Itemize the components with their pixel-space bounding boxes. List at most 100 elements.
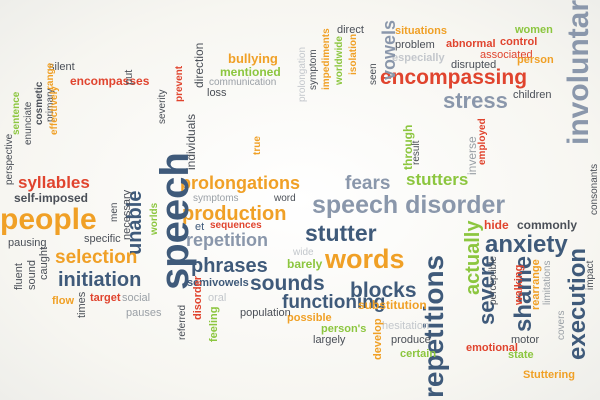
- cloud-word-encompasses: encompasses: [70, 74, 150, 88]
- cloud-word-syllables: syllables: [18, 173, 90, 192]
- cloud-word-feeling: feeling: [208, 306, 220, 342]
- cloud-word-walking: walking: [513, 264, 525, 305]
- cloud-word-substitution: substitution: [358, 298, 427, 312]
- cloud-word-oral: oral: [208, 292, 227, 304]
- cloud-word-person: person: [517, 54, 554, 66]
- cloud-word-sequences: sequences: [210, 220, 262, 231]
- cloud-word-state: state: [508, 349, 534, 361]
- cloud-word-worlds: worlds: [149, 202, 160, 235]
- cloud-word-semivowels: semivowels: [187, 277, 249, 289]
- cloud-word-hesitation: hesitation: [382, 320, 430, 332]
- cloud-word-speech-disorder: speech disorder: [312, 191, 506, 219]
- cloud-word-stuttering: Stuttering: [523, 369, 575, 381]
- cloud-word-seen: seen: [368, 63, 379, 85]
- cloud-word-situations: situations: [395, 25, 447, 37]
- cloud-word-children: children: [513, 89, 552, 101]
- cloud-word-symptoms: symptoms: [193, 193, 239, 204]
- cloud-word-word: word: [274, 193, 296, 204]
- cloud-word-develop: develop: [372, 318, 384, 360]
- cloud-word-selection: selection: [55, 247, 138, 268]
- cloud-word-worldwide: worldwide: [334, 36, 345, 85]
- cloud-word-sounds: sounds: [250, 272, 325, 295]
- cloud-word-fluent: fluent: [13, 263, 25, 290]
- cloud-word-flow: flow: [52, 295, 74, 307]
- cloud-word-stutter: stutter: [305, 220, 377, 246]
- cloud-word-population: population: [240, 307, 291, 319]
- cloud-word-repetition: repetition: [186, 230, 269, 250]
- cloud-word-isolation: isolation: [348, 33, 359, 75]
- cloud-word-prolongation: prolongation: [297, 46, 308, 102]
- cloud-word-wide: wide: [293, 247, 314, 258]
- cloud-word-perceptible: perceptible: [488, 256, 499, 305]
- cloud-word-perspective: perspective: [4, 133, 15, 185]
- cloud-word-true: true: [252, 136, 263, 155]
- cloud-word-stress: stress: [443, 88, 508, 113]
- cloud-word-target: target: [90, 292, 121, 304]
- cloud-word-disorder: disorder: [192, 275, 204, 320]
- cloud-word-women: women: [515, 24, 553, 36]
- cloud-word-mentioned: mentioned: [220, 65, 281, 79]
- cloud-word-commonly: commonly: [517, 218, 578, 232]
- cloud-word-employed: employed: [477, 118, 488, 165]
- cloud-word-involuntary: involuntary: [562, 0, 595, 145]
- cloud-word-vowels: vowels: [379, 19, 399, 80]
- cloud-word-prevent: prevent: [174, 65, 185, 102]
- cloud-word-certain: certain: [400, 348, 437, 360]
- cloud-word-consonants: consonants: [589, 163, 600, 215]
- cloud-word-anxiety: anxiety: [485, 231, 568, 258]
- cloud-word-encompassing: encompassing: [380, 66, 528, 89]
- cloud-word-hide: hide: [484, 218, 509, 232]
- cloud-word-covers: covers: [556, 310, 567, 340]
- cloud-word-associated: associated: [480, 49, 533, 61]
- cloud-word-largely: largely: [313, 334, 346, 346]
- cloud-word-motor: motor: [511, 334, 540, 346]
- cloud-word-specific: specific: [84, 233, 121, 245]
- cloud-word-control: control: [500, 36, 538, 48]
- cloud-word-initiation: initiation: [58, 269, 142, 291]
- cloud-word-et: et: [195, 221, 205, 233]
- cloud-word-emotional: emotional: [466, 342, 518, 354]
- cloud-word-communication: communication: [209, 77, 277, 88]
- cloud-word-functioning: functioning: [282, 292, 386, 313]
- cloud-word-stutters: stutters: [406, 170, 469, 189]
- cloud-word-pauses: pauses: [126, 307, 162, 319]
- cloud-word-speech: speech: [153, 152, 197, 290]
- cloud-word-effectively: effectively: [49, 86, 60, 135]
- cloud-word-men: men: [109, 202, 120, 222]
- cloud-word-disrupted: disrupted: [451, 59, 497, 71]
- cloud-word-impediments: impediments: [321, 28, 332, 90]
- cloud-word-social: social: [122, 292, 151, 304]
- cloud-word-enunciate: enunciate: [23, 101, 34, 145]
- cloud-word-problem: problem: [395, 39, 435, 51]
- cloud-word-necessary: necessary: [121, 189, 133, 240]
- cloud-word-silent: silent: [49, 61, 75, 73]
- cloud-word-especially: especially: [392, 52, 445, 64]
- cloud-word-severity: severity: [157, 89, 168, 124]
- cloud-word-put: put: [123, 69, 135, 85]
- cloud-word-production: production: [182, 203, 287, 225]
- cloud-word-bullying: bullying: [228, 51, 278, 66]
- cloud-word-prolongations: prolongations: [180, 173, 300, 193]
- cloud-word-phrases: phrases: [191, 255, 268, 277]
- cloud-word-limitations: limitations: [542, 260, 553, 305]
- cloud-word-caught: caught: [38, 246, 50, 280]
- cloud-word-rearrange: rearrange: [530, 259, 542, 310]
- cloud-word-possible: possible: [287, 312, 332, 324]
- cloud-word-loss: loss: [207, 87, 227, 99]
- cloud-word-times: times: [76, 291, 88, 318]
- cloud-word-cosmetic: cosmetic: [34, 81, 45, 125]
- cloud-word-self-imposed: self-imposed: [14, 191, 89, 205]
- cloud-word-sound: sound: [26, 260, 38, 290]
- cloud-word-fears: fears: [345, 173, 391, 194]
- cloud-word-person-s: person's: [321, 323, 367, 335]
- cloud-word-impact: impact: [585, 260, 596, 290]
- cloud-word-abnormal: abnormal: [446, 38, 496, 50]
- cloud-word-pausing: pausing: [8, 237, 47, 249]
- cloud-word-barely: barely: [287, 257, 323, 271]
- cloud-word-produce: produce: [391, 334, 431, 346]
- cloud-word-symptom: symptom: [308, 49, 319, 90]
- cloud-word-result: result: [411, 140, 422, 165]
- cloud-word-direct: direct: [337, 24, 364, 36]
- cloud-word-words: words: [325, 244, 405, 274]
- cloud-word-people: people: [0, 203, 97, 236]
